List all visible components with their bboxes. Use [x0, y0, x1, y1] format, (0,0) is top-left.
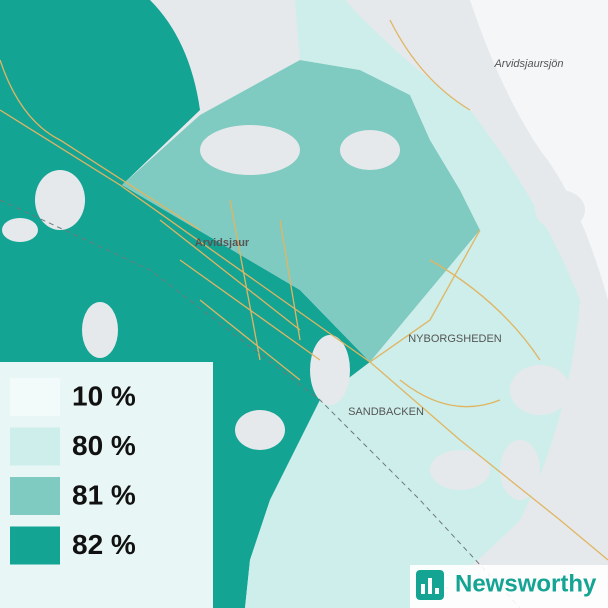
- place-label: NYBORGSHEDEN: [408, 333, 502, 345]
- legend-label: 81 %: [72, 479, 136, 510]
- legend-label: 82 %: [72, 529, 136, 560]
- place-label: Arvidsjaur: [195, 237, 250, 249]
- railway: [0, 199, 521, 608]
- legend-label: 10 %: [72, 380, 136, 411]
- logo-text: Newsworthy: [455, 570, 597, 597]
- legend-swatch: [10, 378, 60, 416]
- place-label: Arvidsjaursjön: [493, 58, 563, 70]
- legend-swatch: [10, 427, 60, 466]
- legend-label: 80 %: [72, 430, 136, 461]
- place-label: SANDBACKEN: [348, 406, 424, 418]
- legend-swatch: [10, 526, 60, 565]
- region: [245, 0, 580, 608]
- roads: [0, 19, 608, 561]
- lake: [470, 0, 608, 300]
- legend-swatch: [10, 477, 60, 515]
- lakes: [2, 20, 585, 500]
- logo-icon: [416, 570, 444, 600]
- legend: 10 % 80 % 81 % 82 %: [10, 378, 136, 565]
